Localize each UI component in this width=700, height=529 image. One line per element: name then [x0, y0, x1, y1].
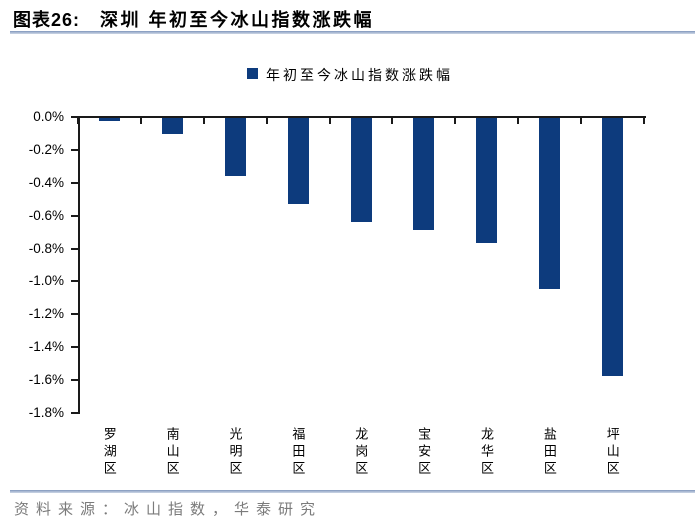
bar	[98, 118, 120, 121]
x-axis-category-label: 福田区	[290, 427, 306, 478]
chart-legend: 年初至今冰山指数涨跌幅	[0, 65, 700, 85]
y-axis-tick-mark	[71, 346, 78, 349]
y-axis-line	[78, 116, 80, 414]
y-axis-tick-label: -0.4%	[28, 174, 64, 190]
y-axis-tick-mark	[71, 247, 78, 250]
y-axis-tick-label: -0.6%	[28, 207, 64, 223]
footer-divider	[10, 490, 695, 493]
figure-title: 深圳 年初至今冰山指数涨跌幅	[100, 10, 375, 30]
y-axis-tick-label: -1.0%	[28, 273, 64, 289]
x-axis-zero-line	[78, 116, 646, 118]
bar	[413, 118, 435, 230]
x-axis-tick-mark	[391, 117, 394, 124]
x-axis-tick-mark	[517, 117, 520, 124]
legend-marker-swatch	[247, 68, 258, 79]
x-axis-category-label: 龙华区	[479, 427, 495, 478]
y-axis-tick-mark	[71, 116, 78, 118]
y-axis-tick-label: 0.0%	[33, 109, 64, 124]
y-axis-tick-mark	[71, 148, 78, 151]
x-axis-category-label: 罗湖区	[101, 427, 117, 478]
bar	[224, 118, 246, 176]
x-axis-tick-mark	[265, 117, 268, 124]
x-axis-category-label: 龙岗区	[353, 427, 369, 478]
figure-title-row: 图表26: 深圳 年初至今冰山指数涨跌幅	[13, 6, 374, 32]
x-axis-tick-mark	[328, 117, 331, 124]
bar	[539, 118, 561, 289]
y-axis-tick-label: -1.8%	[28, 405, 64, 420]
x-axis-category-label: 宝安区	[416, 427, 432, 478]
x-axis-category-label: 盐田区	[541, 427, 557, 478]
bar	[161, 118, 183, 134]
title-divider	[10, 31, 695, 34]
y-axis-tick-label: -0.8%	[28, 240, 64, 256]
y-axis-tick-mark	[71, 280, 78, 283]
y-axis-tick-mark	[71, 313, 78, 316]
x-axis-tick-mark	[580, 117, 583, 124]
x-axis-tick-mark	[139, 117, 142, 124]
x-axis-tick-mark	[202, 117, 205, 124]
y-axis-tick-mark	[71, 181, 78, 184]
figure-number-label: 图表26:	[13, 10, 81, 30]
y-axis-tick-mark	[71, 412, 78, 414]
bar	[476, 118, 498, 243]
legend-label: 年初至今冰山指数涨跌幅	[266, 67, 453, 83]
y-axis-tick-mark	[71, 379, 78, 382]
y-axis-tick-label: -1.4%	[28, 339, 64, 355]
y-axis-tick-label: -1.2%	[28, 306, 64, 322]
y-axis-tick-mark	[71, 214, 78, 217]
y-axis-tick-label: -0.2%	[28, 141, 64, 157]
x-axis-category-label: 南山区	[164, 427, 180, 478]
bar	[350, 118, 372, 222]
source-note: 资料来源：冰山指数，华泰研究	[14, 501, 323, 518]
x-axis-tick-mark	[643, 117, 645, 124]
bar	[602, 118, 624, 376]
y-axis-tick-label: -1.6%	[28, 372, 64, 388]
x-axis-category-label: 坪山区	[604, 427, 620, 478]
x-axis-tick-mark	[454, 117, 457, 124]
bar	[287, 118, 309, 204]
x-axis-category-label: 光明区	[227, 427, 243, 478]
